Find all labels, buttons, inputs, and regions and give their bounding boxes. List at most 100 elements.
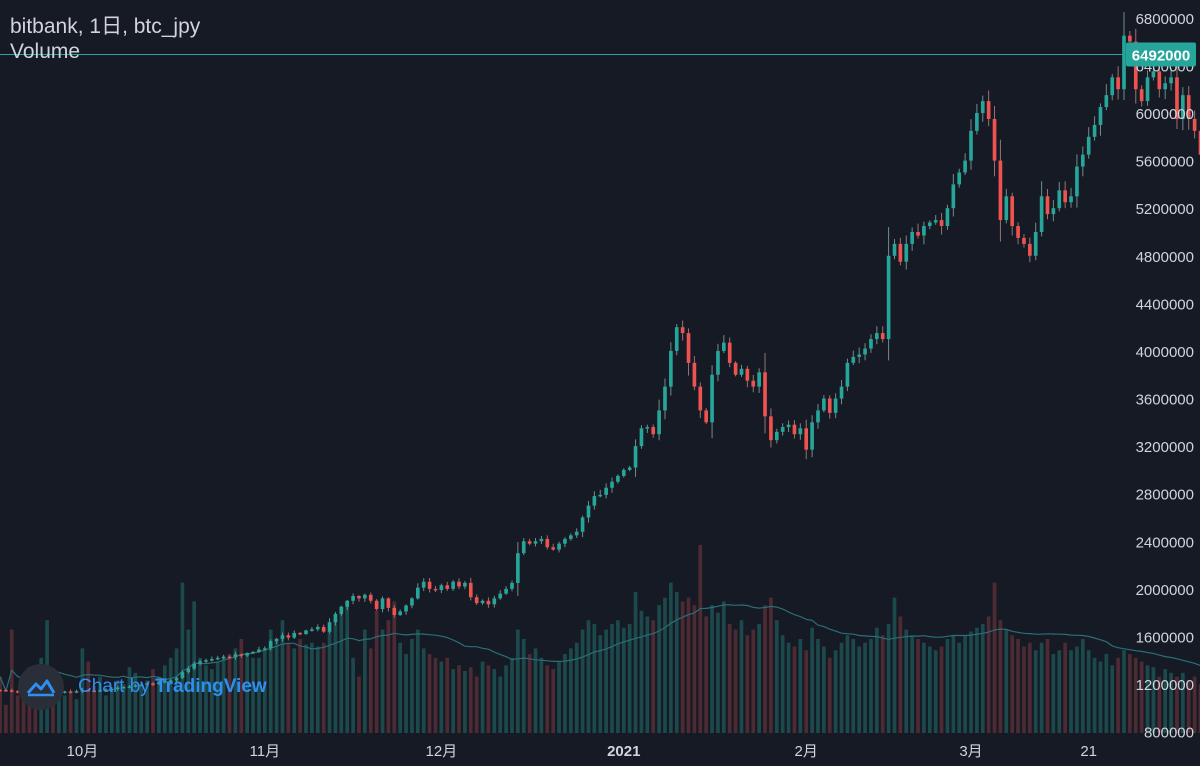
volume-bar (533, 648, 538, 733)
candle (1098, 103, 1103, 136)
volume-bar (927, 646, 932, 733)
volume-bar (333, 620, 338, 733)
volume-bar (727, 623, 732, 733)
volume-bar (580, 629, 585, 733)
volume-bar (410, 639, 414, 733)
candle (98, 689, 102, 693)
volume-bar (0, 676, 2, 733)
volume-bar (157, 676, 161, 733)
candle (739, 364, 744, 377)
candle (292, 630, 297, 639)
candle (1039, 181, 1044, 237)
time-tick-label: 2月 (795, 743, 818, 760)
volume-bar (139, 686, 144, 733)
volume-bar (1128, 654, 1132, 733)
volume-bar (415, 629, 420, 733)
candle (474, 594, 479, 606)
volume-bar (939, 646, 944, 733)
candle (210, 656, 214, 662)
candle (816, 404, 820, 429)
candle (104, 688, 108, 692)
volume-bar (639, 610, 644, 733)
volume-bar (769, 597, 773, 733)
candle (1033, 222, 1038, 261)
volume-bar (33, 695, 38, 733)
volume-bar (380, 629, 385, 733)
time-axis[interactable]: 10月 11月 12月 2021 2月 3月 21 (67, 743, 1097, 760)
candle (610, 477, 614, 493)
volume-bar (957, 642, 962, 733)
tradingview-watermark[interactable]: Chart by TradingView (18, 664, 267, 710)
candle (786, 420, 791, 433)
candle (686, 328, 691, 376)
volume-bar (1063, 642, 1067, 733)
candle (863, 343, 867, 361)
volume-bar (1080, 639, 1085, 733)
volume-bar (451, 669, 455, 733)
volume-bar (292, 648, 297, 733)
candle (451, 580, 455, 591)
candle (869, 334, 873, 353)
volume-bar (109, 691, 114, 733)
candle (1028, 237, 1032, 263)
volume-bar (345, 601, 350, 733)
volume-bar (616, 620, 620, 733)
volume-bar (1198, 684, 1200, 733)
candle (592, 491, 597, 510)
time-tick-label: 21 (1080, 743, 1097, 760)
volume-bar (827, 657, 832, 733)
candle (992, 106, 997, 177)
volume-legend[interactable]: Volume (10, 40, 81, 63)
volume-bar (716, 612, 720, 733)
candle (651, 424, 656, 438)
volume-moving-average-line (0, 604, 1200, 693)
volume-bar (1045, 639, 1050, 733)
volume-bar (21, 686, 26, 733)
price-tick-label: 2800000 (1136, 487, 1194, 504)
candle (845, 358, 850, 392)
candle (927, 220, 932, 230)
volume-bar (880, 635, 885, 733)
candle (315, 624, 320, 632)
candle (839, 379, 844, 405)
symbol-legend[interactable]: bitbank, 1日, btc_jpy (10, 15, 201, 38)
price-tick-label: 1200000 (1136, 677, 1194, 694)
volume-bar (498, 676, 503, 733)
candle (80, 687, 85, 694)
candle (62, 690, 67, 694)
candle (1175, 62, 1179, 129)
candle (1086, 127, 1091, 159)
candle (421, 578, 426, 592)
candle (262, 646, 267, 651)
volume-bar (151, 669, 155, 733)
volume-bar (657, 605, 661, 733)
candle (698, 382, 703, 418)
volume-bar (733, 629, 738, 733)
candle (727, 337, 732, 368)
candle (969, 119, 973, 170)
time-tick-label: 3月 (959, 743, 982, 760)
candle (498, 590, 503, 600)
candle (298, 632, 302, 636)
volume-bar (239, 639, 244, 733)
candle (1080, 146, 1085, 177)
volume-bar (1175, 676, 1179, 733)
candle (533, 537, 538, 547)
volume-bar (115, 680, 120, 733)
candle (751, 374, 756, 393)
candle (998, 139, 1003, 242)
time-tick-label: 2021 (607, 743, 640, 760)
candle (1069, 187, 1073, 208)
volume-bar (680, 601, 685, 733)
candle (539, 535, 544, 545)
candle (669, 342, 673, 396)
candle (574, 528, 579, 538)
price-axis[interactable]: 800000 1200000 1600000 2000000 2400000 280000… (1136, 11, 1194, 742)
candle (804, 419, 809, 460)
candle (392, 605, 397, 618)
candle (904, 235, 909, 270)
candle (333, 611, 338, 626)
brand-prefix: Chart by (78, 676, 156, 697)
candle (380, 596, 385, 613)
